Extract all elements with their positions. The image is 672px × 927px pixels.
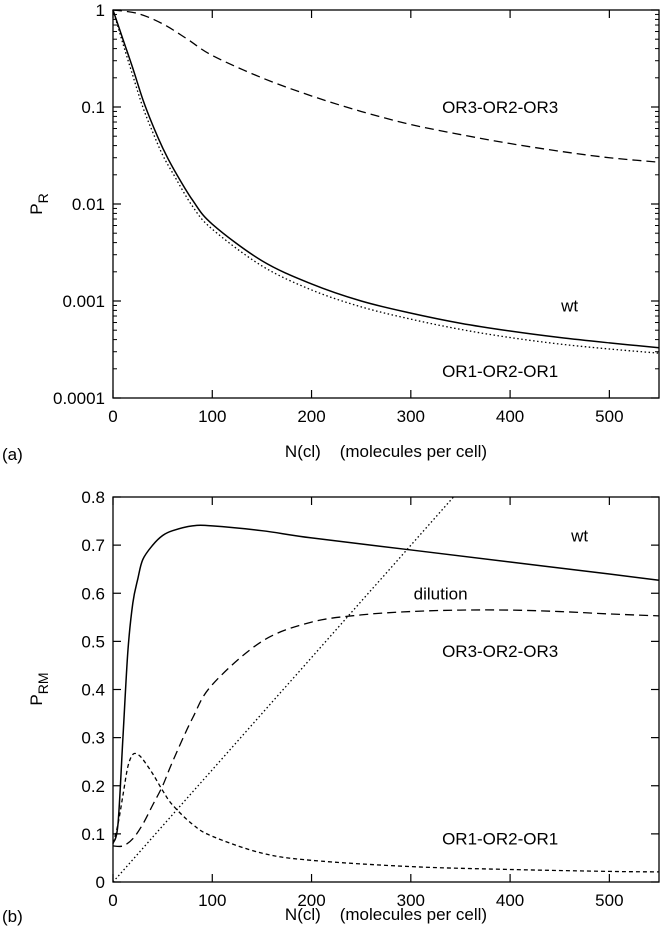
series-line-solid <box>112 9 660 349</box>
y-tick-label: 1 <box>96 1 105 20</box>
panel-b: 0 100 200 300 400 500 0 0.1 0.2 0.3 0.4 0.5 0.6 0.7 0.… <box>2 488 660 926</box>
x-tick-label: 0 <box>108 891 117 910</box>
curve-annotation: OR1-OR2-OR1 <box>442 830 558 849</box>
x-tick-label: 400 <box>496 891 524 910</box>
panel-a: 0 100 200 300 400 500 0.0001 0.001 0.01 0.1 1 OR3-… <box>2 1 660 464</box>
panel-b-x-axis-title: N(cl) (molecules per cell) <box>285 905 487 924</box>
series-line-solid <box>112 524 660 844</box>
y-tick-label: 0.2 <box>81 777 105 796</box>
x-tick-label: 300 <box>397 891 425 910</box>
curve-annotation: OR1-OR2-OR1 <box>442 362 558 381</box>
panel-b-label: (b) <box>2 907 23 926</box>
y-tick-label: 0.8 <box>81 488 105 507</box>
y-tick-label: 0.4 <box>81 681 105 700</box>
x-tick-label: 500 <box>595 891 623 910</box>
panel-b-ticks <box>112 496 659 883</box>
x-tick-label: 500 <box>595 407 623 426</box>
y-tick-label: 0.0001 <box>53 389 105 408</box>
panel-b-plot-frame <box>112 496 660 883</box>
y-tick-label: 0.1 <box>81 825 105 844</box>
y-tick-label: 0.7 <box>81 536 105 555</box>
x-tick-label: 100 <box>198 407 226 426</box>
panel-a-annotations: OR3-OR2-OR3 wt OR1-OR2-OR1 <box>442 98 578 381</box>
panel-a-label: (a) <box>2 445 23 464</box>
x-tick-label: 200 <box>297 891 325 910</box>
panel-a-tick-labels: 0 100 200 300 400 500 0.0001 0.001 0.01 0.1 1 <box>53 1 624 426</box>
x-tick-label: 200 <box>297 407 325 426</box>
panel-a-curves <box>112 9 660 354</box>
series-line-dotted <box>112 9 660 354</box>
curve-annotation: dilution <box>414 584 468 603</box>
panel-b-annotations: wt dilution OR3-OR2-OR3 OR1-OR2-OR1 <box>414 527 589 849</box>
panel-a-y-axis-title: PR <box>27 193 51 214</box>
x-tick-label: 100 <box>198 891 226 910</box>
series-line-dashed <box>112 609 660 848</box>
y-tick-label: 0.5 <box>81 632 105 651</box>
series-line-dashed <box>112 9 660 163</box>
panel-b-curves <box>112 496 660 883</box>
y-tick-label: 0 <box>96 873 105 892</box>
curve-annotation: wt <box>560 296 578 315</box>
y-tick-label: 0.3 <box>81 729 105 748</box>
x-tick-label: 400 <box>496 407 524 426</box>
curve-annotation: wt <box>570 527 588 546</box>
x-tick-label: 0 <box>108 407 117 426</box>
series-line-short-dashed <box>112 752 660 873</box>
curve-annotation: OR3-OR2-OR3 <box>442 642 558 661</box>
panel-b-tick-labels: 0 100 200 300 400 500 0 0.1 0.2 0.3 0.4 0.5 0.6 0.7 0.… <box>81 488 623 910</box>
y-tick-label: 0.001 <box>62 292 105 311</box>
panel-b-y-axis-title: PRM <box>27 672 51 705</box>
y-tick-label: 0.01 <box>72 195 105 214</box>
y-tick-label: 0.1 <box>81 98 105 117</box>
x-tick-label: 300 <box>397 407 425 426</box>
panel-a-x-axis-title: N(cl) (molecules per cell) <box>285 442 487 461</box>
panel-a-ticks <box>112 9 659 399</box>
curve-annotation: OR3-OR2-OR3 <box>442 98 558 117</box>
y-tick-label: 0.6 <box>81 584 105 603</box>
series-line-dotted <box>112 496 454 883</box>
